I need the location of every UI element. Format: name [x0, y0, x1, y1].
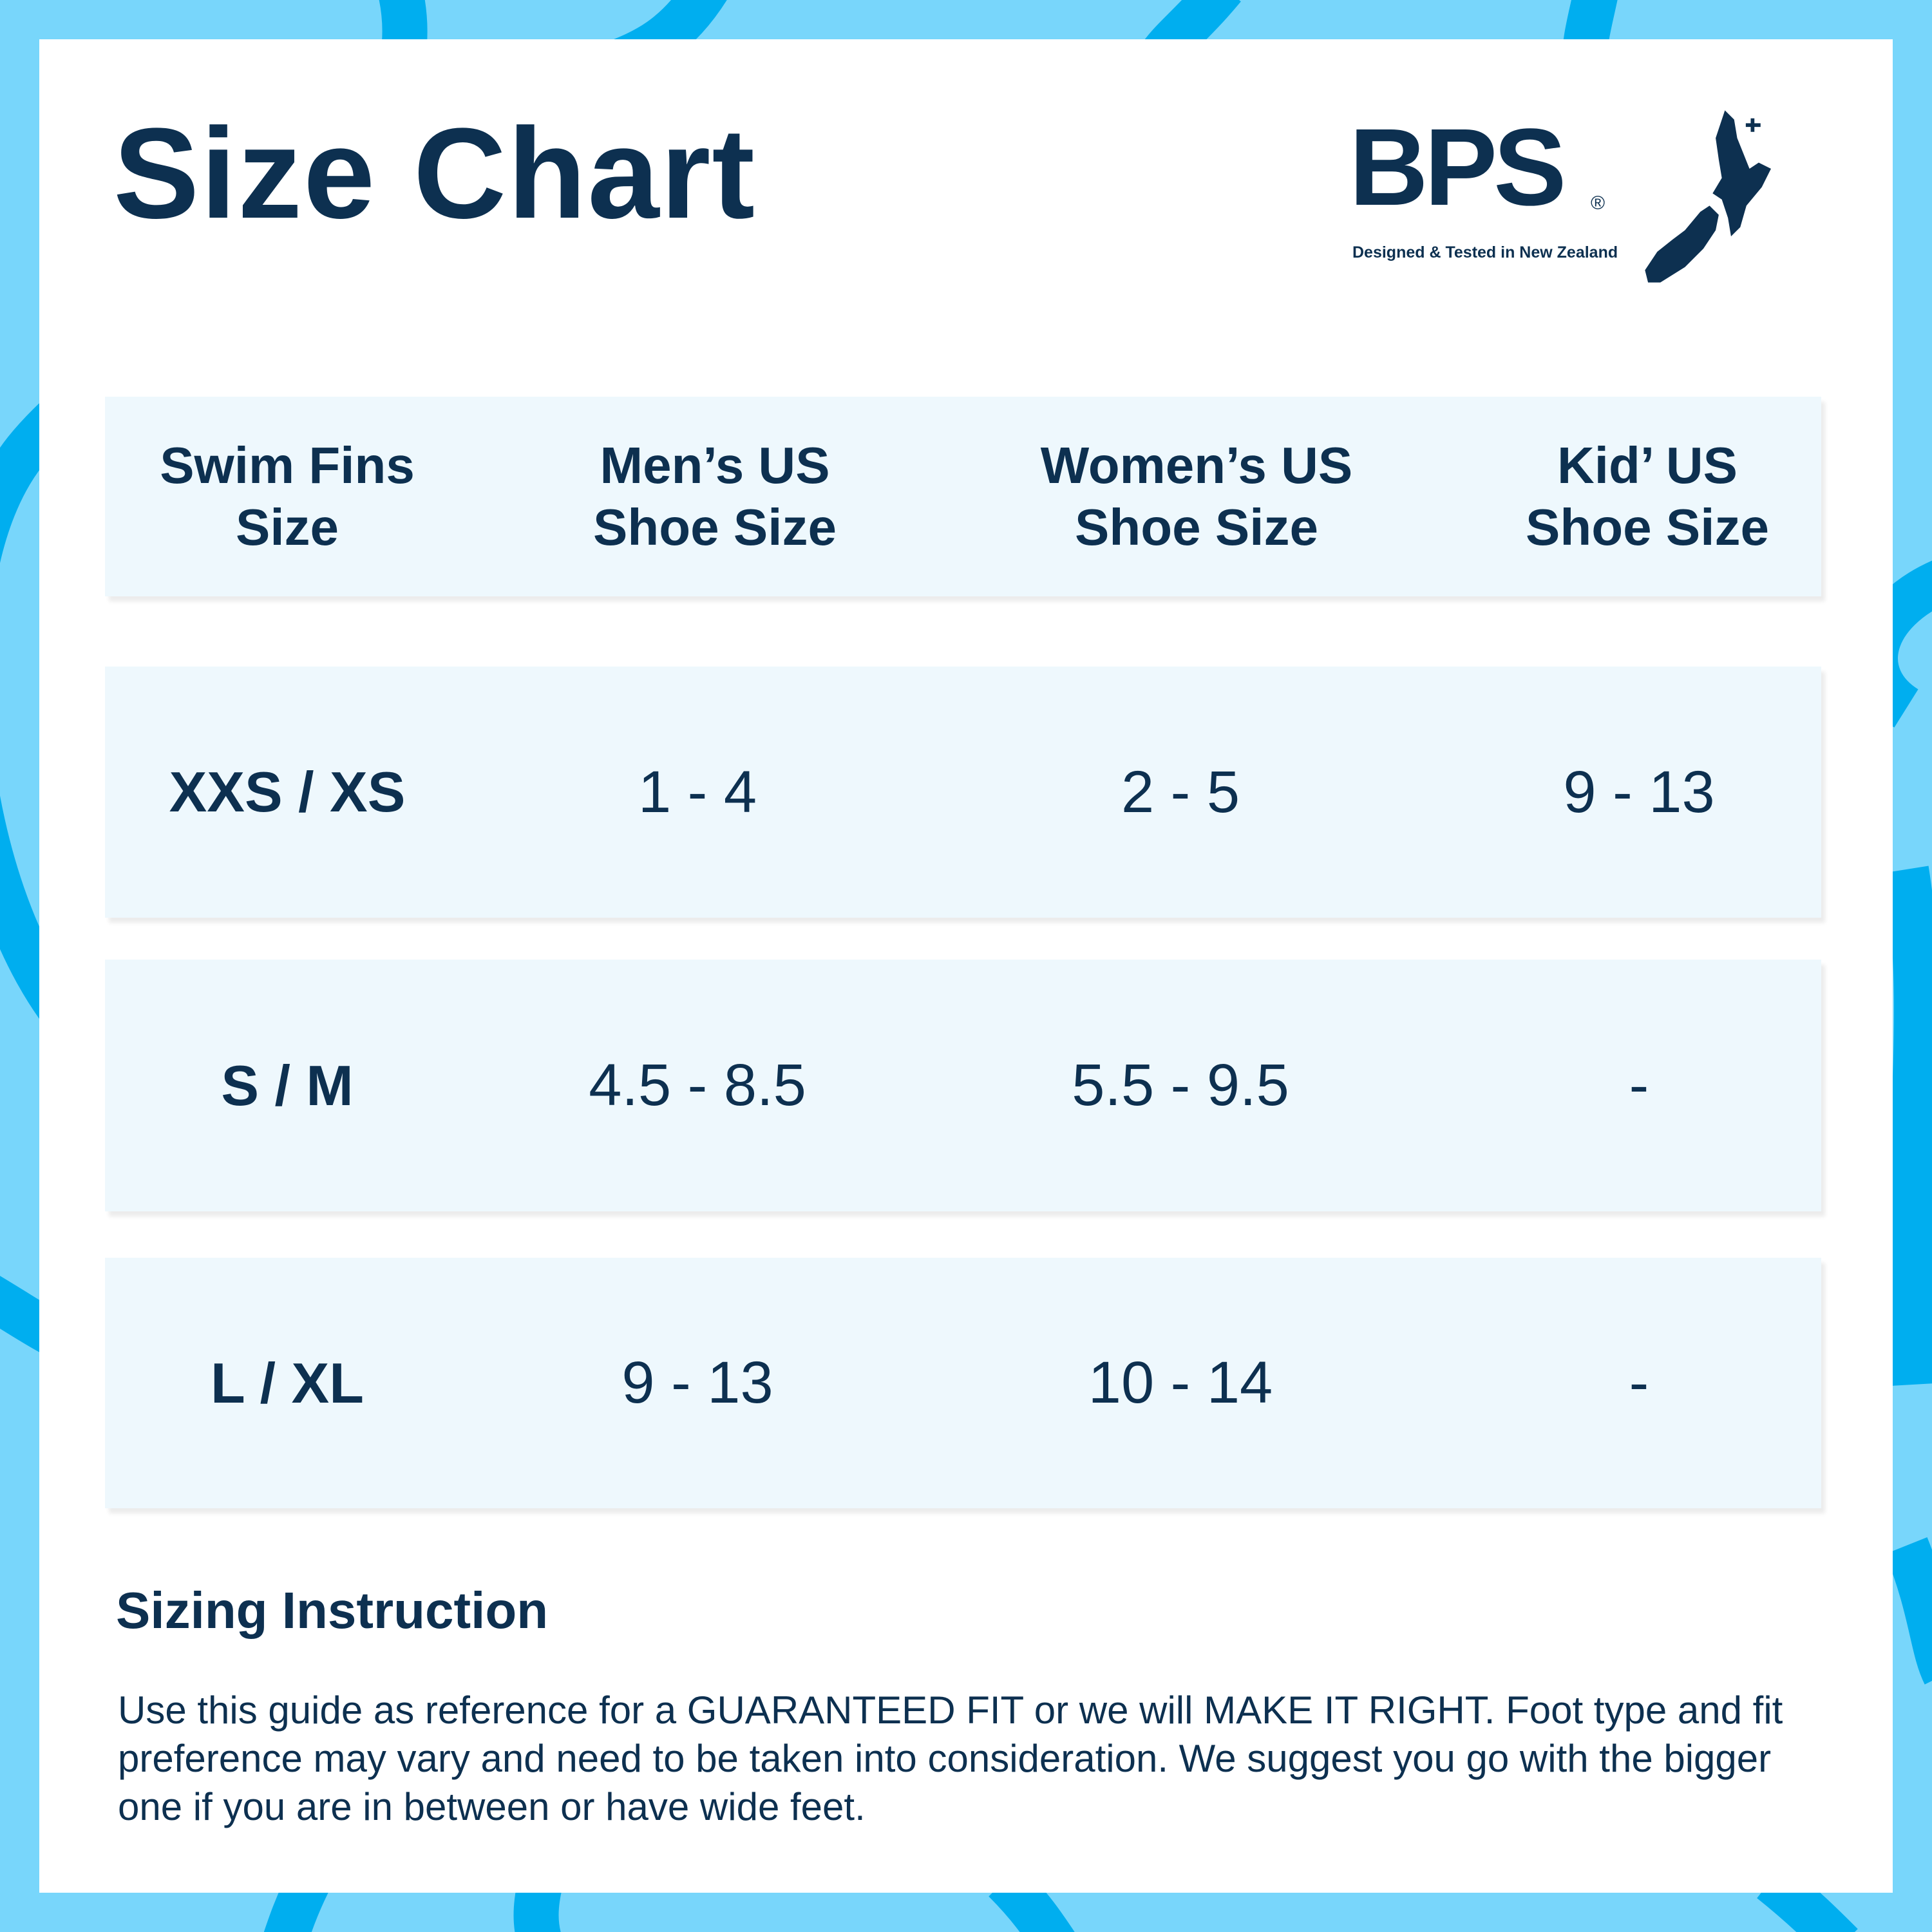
sizing-instruction-heading: Sizing Instruction [116, 1582, 549, 1639]
header-mens-us: Men’s US Shoe Size [593, 435, 837, 558]
registered-mark: ® [1591, 193, 1605, 214]
header-line: Kid’ US [1557, 437, 1738, 494]
plus-icon [1745, 118, 1761, 132]
kids-size: - [1629, 1350, 1649, 1416]
kids-size: - [1629, 1052, 1649, 1118]
mens-size: 1 - 4 [638, 759, 757, 825]
table-row: L / XL 9 - 13 10 - 14 - [105, 1258, 1821, 1508]
header-line: Shoe Size [593, 498, 837, 556]
mens-size: 4.5 - 8.5 [589, 1052, 806, 1118]
fin-size: L / XL [211, 1350, 364, 1415]
header-line: Shoe Size [1075, 498, 1318, 556]
mens-size: 9 - 13 [621, 1350, 773, 1416]
header-kids-us: Kid’ US Shoe Size [1526, 435, 1769, 558]
table-header: Swim Fins Size Men’s US Shoe Size Women’s … [105, 397, 1821, 596]
logo-tagline: Designed & Tested in New Zealand [1352, 243, 1618, 261]
womens-size: 5.5 - 9.5 [1072, 1052, 1289, 1118]
sizing-instruction-text: Use this guide as reference for a GUARAN… [118, 1689, 1783, 1828]
womens-size: 2 - 5 [1121, 759, 1240, 825]
fin-size: XXS / XS [169, 760, 406, 824]
logo-brand: BPS [1349, 106, 1567, 229]
header-line: Men’s US [600, 437, 830, 494]
table-row: XXS / XS 1 - 4 2 - 5 9 - 13 [105, 667, 1821, 918]
header-swim-fins-size: Swim Fins Size [160, 435, 415, 558]
header-line: Swim Fins [160, 437, 415, 494]
header-line: Size [235, 498, 339, 556]
womens-size: 10 - 14 [1088, 1350, 1273, 1416]
header-line: Shoe Size [1526, 498, 1769, 556]
header-line: Women’s US [1040, 437, 1353, 494]
kids-size: 9 - 13 [1563, 759, 1715, 825]
new-zealand-map-icon [1645, 110, 1771, 283]
table-row: S / M 4.5 - 8.5 5.5 - 9.5 - [105, 960, 1821, 1211]
page-title: Size Chart [113, 102, 757, 245]
fin-size: S / M [221, 1053, 354, 1117]
header-womens-us: Women’s US Shoe Size [1041, 435, 1353, 558]
